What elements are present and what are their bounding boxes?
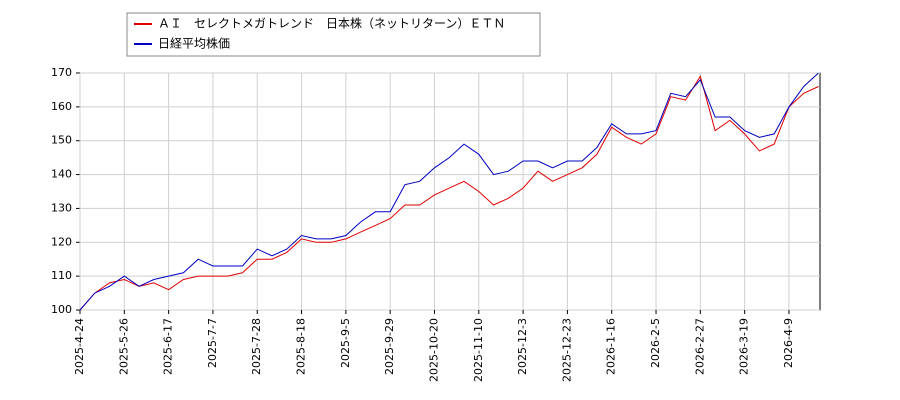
x-tick-label: 2025-12-23: [560, 318, 573, 382]
lines: [79, 72, 819, 311]
legend: ＡＩ セレクトメガトレンド 日本株（ネットリターン）ＥＴＮ 日経平均株価: [134, 16, 505, 51]
x-tick-label: 2026-2-5: [649, 318, 662, 368]
y-tick-label: 120: [51, 235, 72, 248]
y-tick-label: 140: [51, 168, 72, 181]
x-tick-label: 2025-5-26: [117, 318, 130, 375]
legend-label: 日経平均株価: [158, 36, 230, 51]
series-line: [79, 75, 819, 311]
y-tick-label: 100: [51, 303, 72, 316]
legend-box: [126, 12, 541, 57]
x-tick-label: 2026-3-19: [738, 318, 751, 375]
x-tick-label: 2025-9-5: [339, 318, 352, 368]
x-tick-label: 2026-1-16: [605, 318, 618, 375]
series-line: [79, 72, 819, 311]
y-tick-label: 160: [51, 100, 72, 113]
x-tick-label: 2025-8-18: [295, 318, 308, 375]
x-tick-label: 2025-6-17: [162, 318, 175, 375]
y-tick-label: 150: [51, 134, 72, 147]
y-tick-label: 130: [51, 201, 72, 214]
legend-label: ＡＩ セレクトメガトレンド 日本株（ネットリターン）ＥＴＮ: [158, 16, 505, 31]
x-tick-label: 2025-4-24: [73, 318, 86, 375]
x-tick-label: 2025-7-28: [250, 318, 263, 375]
y-tick-label: 110: [51, 269, 72, 282]
grid: 100 110 120 130 140 150 160 170 2025-4-24 2025-5-…: [51, 66, 820, 382]
x-tick-label: 2026-2-27: [693, 318, 706, 375]
x-tick-label: 2025-7-7: [206, 318, 219, 368]
x-tick-label: 2026-4-9: [782, 318, 795, 368]
y-tick-label: 170: [51, 66, 72, 79]
x-tick-label: 2025-10-20: [427, 318, 440, 382]
x-tick-label: 2025-11-10: [472, 318, 485, 382]
x-tick-label: 2025-9-29: [383, 318, 396, 375]
x-tick-label: 2025-12-3: [516, 318, 529, 375]
